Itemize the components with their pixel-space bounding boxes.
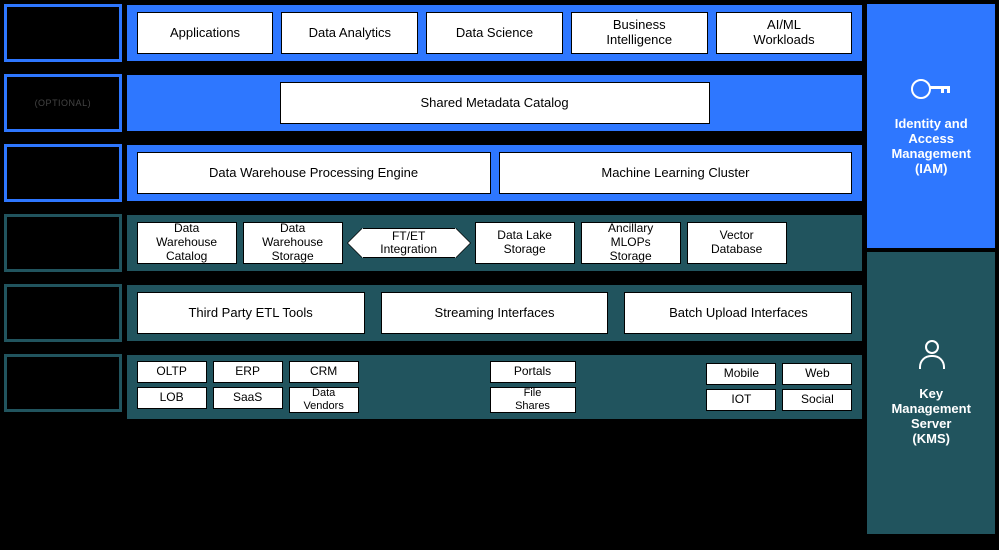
box-aiml-workloads: AI/ML Workloads (716, 12, 853, 54)
box-dw-storage: Data Warehouse Storage (243, 222, 343, 264)
box-streaming: Streaming Interfaces (381, 292, 609, 334)
left-row-2-optional: (OPTIONAL) (4, 74, 122, 132)
src-lob: LOB (137, 387, 207, 409)
left-row-4 (4, 214, 122, 272)
sources-group-3: Mobile Web IOT Social (706, 363, 852, 411)
iam-label: Identity and Access Management (IAM) (891, 116, 970, 176)
src-mobile: Mobile (706, 363, 776, 385)
box-dw-processing-engine: Data Warehouse Processing Engine (137, 152, 491, 194)
left-row-6 (4, 354, 122, 412)
key-icon (911, 76, 951, 100)
ingest-row: Third Party ETL Tools Streaming Interfac… (126, 284, 864, 342)
iam-panel: Identity and Access Management (IAM) (867, 4, 995, 248)
box-shared-metadata-catalog: Shared Metadata Catalog (280, 82, 710, 124)
sources-row: OLTP ERP CRM LOB SaaS Data Vendors Porta… (126, 354, 864, 420)
optional-label: (OPTIONAL) (35, 98, 92, 108)
box-batch-upload: Batch Upload Interfaces (624, 292, 852, 334)
box-data-lake-storage: Data Lake Storage (475, 222, 575, 264)
box-etl-tools: Third Party ETL Tools (137, 292, 365, 334)
src-portals: Portals (490, 361, 576, 383)
arrow-wrapper: FT/ET Integration (349, 228, 469, 258)
processing-row: Data Warehouse Processing Engine Machine… (126, 144, 864, 202)
user-icon (918, 340, 944, 370)
box-data-analytics: Data Analytics (281, 12, 418, 54)
box-applications: Applications (137, 12, 274, 54)
box-data-science: Data Science (426, 12, 563, 54)
storage-row: Data Warehouse Catalog Data Warehouse St… (126, 214, 864, 272)
sources-group-2: Portals File Shares (490, 361, 576, 413)
box-dw-catalog: Data Warehouse Catalog (137, 222, 237, 264)
catalog-row: Shared Metadata Catalog (126, 74, 864, 132)
ft-et-integration-arrow: FT/ET Integration (363, 228, 455, 258)
src-data-vendors: Data Vendors (289, 387, 359, 413)
src-crm: CRM (289, 361, 359, 383)
src-erp: ERP (213, 361, 283, 383)
src-saas: SaaS (213, 387, 283, 409)
architecture-diagram: (OPTIONAL) Applications Data Analytics D… (0, 0, 999, 538)
src-web: Web (782, 363, 852, 385)
right-panels-column: Identity and Access Management (IAM) Key… (867, 4, 995, 534)
sources-group-1: OLTP ERP CRM LOB SaaS Data Vendors (137, 361, 359, 413)
src-file-shares: File Shares (490, 387, 576, 413)
kms-label: Key Management Server (KMS) (891, 386, 970, 446)
left-row-3 (4, 144, 122, 202)
left-row-5 (4, 284, 122, 342)
left-row-1 (4, 4, 122, 62)
left-labels-column: (OPTIONAL) (4, 4, 122, 534)
src-iot: IOT (706, 389, 776, 411)
box-ancillary-mlops: Ancillary MLOPs Storage (581, 222, 681, 264)
kms-panel: Key Management Server (KMS) (867, 252, 995, 534)
center-layers-column: Applications Data Analytics Data Science… (126, 4, 864, 534)
src-social: Social (782, 389, 852, 411)
box-ml-cluster: Machine Learning Cluster (499, 152, 853, 194)
box-business-intel: Business Intelligence (571, 12, 708, 54)
consumers-row: Applications Data Analytics Data Science… (126, 4, 864, 62)
src-oltp: OLTP (137, 361, 207, 383)
box-vector-database: Vector Database (687, 222, 787, 264)
